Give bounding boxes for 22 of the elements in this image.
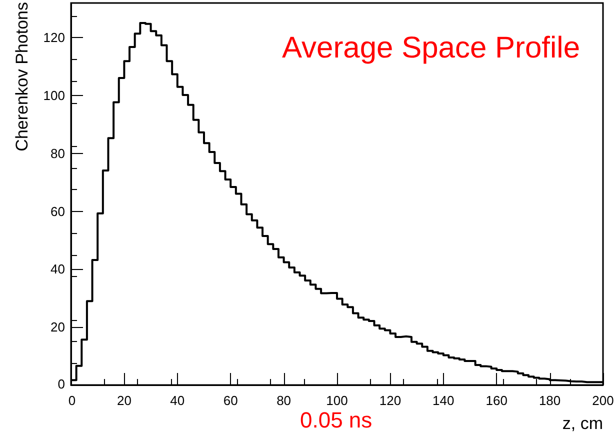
text: Average Space Profile bbox=[282, 32, 580, 64]
x-tick-label: 100 bbox=[326, 393, 348, 408]
x-tick-label: 20 bbox=[116, 393, 132, 408]
y-tick-label: 60 bbox=[50, 204, 65, 219]
y-tick-label: 20 bbox=[50, 320, 65, 335]
y-tick-label: 0 bbox=[58, 376, 65, 392]
x-tick-label: 80 bbox=[276, 393, 292, 408]
x-tick-label: 140 bbox=[432, 393, 454, 408]
y-tick-label: 120 bbox=[43, 30, 65, 46]
x-tick-label: 200 bbox=[592, 393, 614, 408]
x-tick-label: 60 bbox=[223, 393, 238, 408]
x-tick-label: 180 bbox=[538, 393, 561, 408]
y-tick-label: 80 bbox=[50, 146, 65, 161]
x-tick-label: 120 bbox=[379, 393, 402, 408]
y-tick-label: 100 bbox=[43, 88, 65, 104]
y-axis-title: Cherenkov Photons bbox=[12, 2, 32, 152]
text: 0.05 ns bbox=[300, 408, 372, 432]
y-tick-label: 40 bbox=[50, 262, 65, 277]
x-tick-label: 160 bbox=[486, 393, 508, 408]
x-tick-label: 0 bbox=[68, 393, 76, 408]
x-axis-title: z, cm bbox=[562, 414, 603, 433]
x-tick-label: 40 bbox=[170, 393, 185, 408]
